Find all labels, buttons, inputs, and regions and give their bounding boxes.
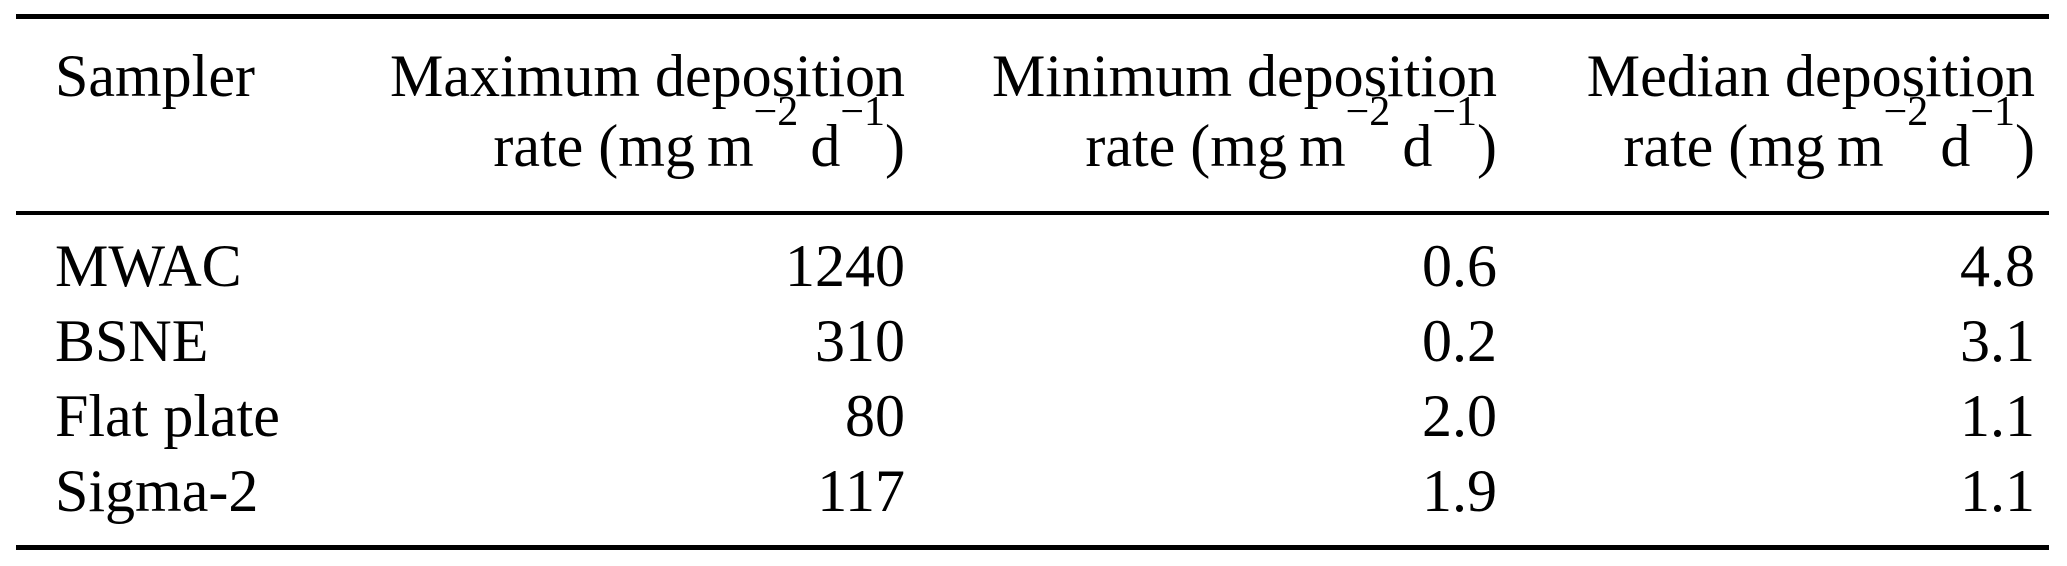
deposition-rate-table: Sampler Maximum deposition rate (mg m−2 …	[16, 14, 2049, 550]
superscript-exponent: −1	[840, 88, 886, 135]
header-unit: rate (mg m−2 d−1)	[905, 91, 1497, 181]
cell-sampler: Sigma-2	[55, 458, 259, 524]
unit-text: )	[1477, 113, 1497, 179]
header-label: Maximum deposition	[390, 43, 905, 109]
cell-min-rate: 0.2	[1422, 308, 1497, 374]
header-label: Minimum deposition	[991, 43, 1497, 109]
table-row: BSNE 310 0.2 3.1	[16, 304, 2049, 379]
cell-median-rate: 1.1	[1960, 383, 2035, 449]
unit-text: d	[1928, 113, 1971, 179]
column-header-maximum-deposition: Maximum deposition rate (mg m−2 d−1)	[356, 41, 905, 181]
superscript-exponent: −1	[1970, 88, 2016, 135]
header-label: Sampler	[55, 43, 255, 109]
superscript-exponent: −2	[753, 88, 799, 135]
table-mid-rule	[16, 211, 2049, 215]
column-header-sampler: Sampler	[16, 41, 356, 181]
unit-text: rate (mg m	[493, 113, 754, 179]
header-label: Median deposition	[1586, 43, 2035, 109]
table-row: Sigma-2 117 1.9 1.1	[16, 454, 2049, 529]
cell-min-rate: 2.0	[1422, 383, 1497, 449]
table-row: Flat plate 80 2.0 1.1	[16, 379, 2049, 454]
superscript-exponent: −2	[1883, 88, 1929, 135]
unit-text: )	[885, 113, 905, 179]
cell-max-rate: 117	[817, 458, 905, 524]
cell-sampler: BSNE	[55, 308, 209, 374]
column-header-median-deposition: Median deposition rate (mg m−2 d−1)	[1497, 41, 2049, 181]
unit-text: rate (mg m	[1623, 113, 1884, 179]
cell-min-rate: 0.6	[1422, 233, 1497, 299]
table-body: MWAC 1240 0.6 4.8 BSNE 310 0.2 3.1 Flat …	[16, 215, 2049, 545]
cell-median-rate: 1.1	[1960, 458, 2035, 524]
cell-max-rate: 1240	[785, 233, 905, 299]
table-bottom-rule	[16, 545, 2049, 550]
column-header-minimum-deposition: Minimum deposition rate (mg m−2 d−1)	[905, 41, 1497, 181]
superscript-exponent: −1	[1432, 88, 1478, 135]
header-row: Sampler Maximum deposition rate (mg m−2 …	[16, 19, 2049, 211]
cell-median-rate: 3.1	[1960, 308, 2035, 374]
superscript-exponent: −2	[1345, 88, 1391, 135]
cell-min-rate: 1.9	[1422, 458, 1497, 524]
unit-text: rate (mg m	[1085, 113, 1346, 179]
cell-median-rate: 4.8	[1960, 233, 2035, 299]
cell-sampler: Flat plate	[55, 383, 280, 449]
header-unit: rate (mg m−2 d−1)	[1497, 91, 2035, 181]
header-unit: rate (mg m−2 d−1)	[356, 91, 905, 181]
table-row: MWAC 1240 0.6 4.8	[16, 229, 2049, 304]
table-top-rule	[16, 14, 2049, 19]
cell-sampler: MWAC	[55, 233, 242, 299]
unit-text: d	[1390, 113, 1433, 179]
cell-max-rate: 310	[815, 308, 905, 374]
cell-max-rate: 80	[845, 383, 905, 449]
unit-text: d	[798, 113, 841, 179]
unit-text: )	[2015, 113, 2035, 179]
